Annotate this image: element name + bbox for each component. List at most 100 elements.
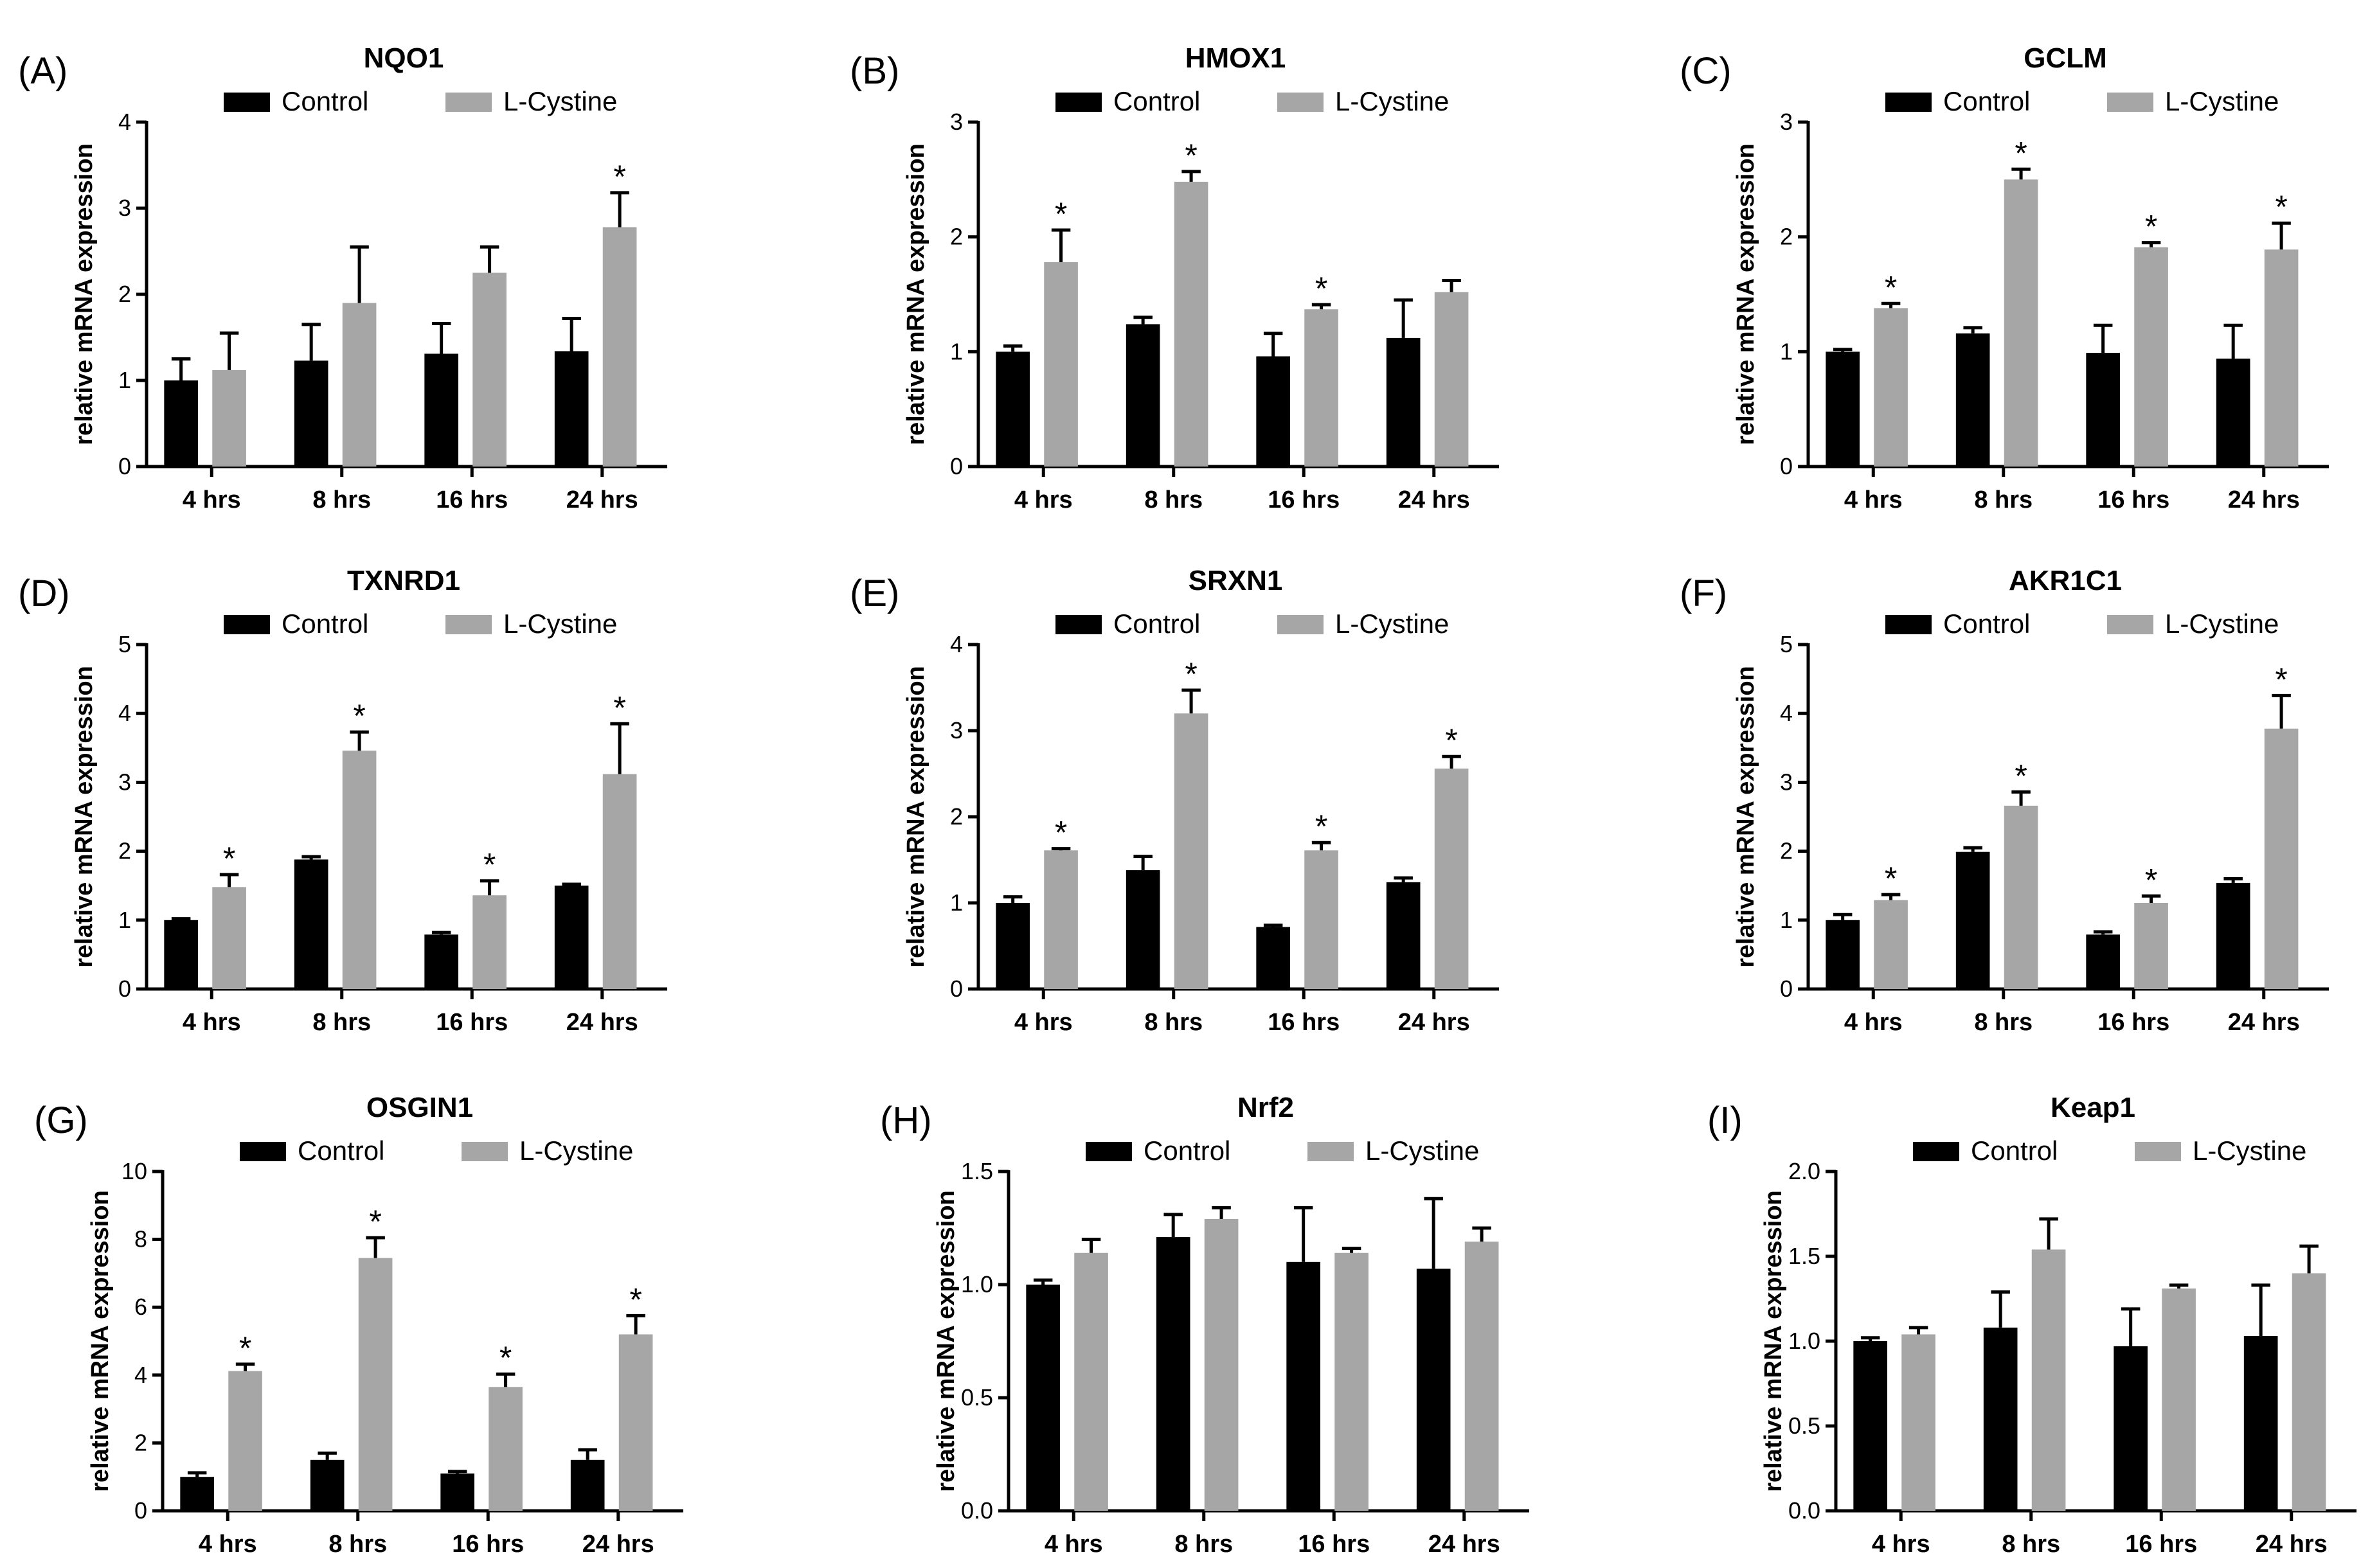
y-tick-label: 2	[1780, 224, 1793, 250]
x-tick-label: 4 hrs	[1014, 1009, 1073, 1036]
x-tick-label: 16 hrs	[1298, 1531, 1370, 1558]
y-tick-label: 1	[950, 338, 963, 364]
legend-swatch-control	[224, 93, 270, 112]
bar-lcystine-4-hrs	[212, 370, 246, 467]
x-tick-label: 8 hrs	[1144, 1009, 1203, 1036]
legend-label-control: Control	[282, 86, 368, 116]
y-tick-label: 0.0	[1788, 1497, 1820, 1524]
chart-title: HMOX1	[1185, 42, 1286, 74]
panel-nqo1: (A) NQO1 Control L-Cystine relative mRNA exp…	[18, 42, 667, 513]
bar-lcystine-8-hrs	[358, 1258, 393, 1511]
bar-lcystine-8-hrs	[1174, 713, 1208, 989]
bar-lcystine-24-hrs	[1434, 768, 1469, 989]
legend-label-control: Control	[1113, 609, 1200, 639]
bar-control-16-hrs	[2086, 353, 2120, 467]
bar-control-8-hrs	[1156, 1237, 1190, 1511]
bar-control-8-hrs	[294, 361, 328, 467]
panel-akr1c1: (F) AKR1C1 Control L-Cystine relative mRNA e…	[1680, 565, 2329, 1036]
bar-lcystine-8-hrs	[2031, 1249, 2066, 1511]
bar-lcystine-4-hrs	[1074, 1252, 1108, 1511]
y-tick-label: 2	[134, 1429, 147, 1456]
bar-lcystine-4-hrs	[1901, 1334, 1935, 1511]
y-tick-label: 1.5	[1788, 1243, 1820, 1269]
x-tick-label: 8 hrs	[1974, 1009, 2033, 1036]
significance-marker: *	[613, 159, 625, 195]
chart-title: TXNRD1	[347, 565, 460, 596]
legend-label-lcystine: L-Cystine	[1365, 1136, 1479, 1166]
legend-label-lcystine: L-Cystine	[503, 86, 617, 116]
bar-lcystine-16-hrs	[1304, 309, 1338, 467]
chart-title: NQO1	[364, 42, 444, 74]
significance-marker: *	[2015, 135, 2027, 171]
y-tick-label: 8	[134, 1226, 147, 1252]
bar-control-16-hrs	[1256, 927, 1290, 989]
y-axis-label: relative mRNA expression	[71, 143, 98, 445]
y-tick-label: 4	[118, 700, 131, 726]
bar-lcystine-24-hrs	[2264, 728, 2299, 989]
significance-marker: *	[499, 1340, 512, 1376]
y-tick-label: 1	[118, 907, 131, 933]
bar-lcystine-4-hrs	[1044, 262, 1078, 467]
legend-swatch-control	[1885, 93, 1932, 112]
x-tick-label: 4 hrs	[1872, 1531, 1930, 1558]
panel-letter: (E)	[850, 573, 899, 614]
bar-control-4-hrs	[1826, 352, 1860, 467]
chart-title: Nrf2	[1237, 1092, 1294, 1123]
panel-letter: (A)	[18, 50, 67, 92]
legend-swatch-lcystine	[445, 93, 492, 112]
bar-lcystine-4-hrs	[1874, 308, 1908, 467]
bar-lcystine-24-hrs	[602, 774, 637, 989]
bar-control-24-hrs	[1386, 337, 1421, 467]
panel-hmox1: (B) HMOX1 Control L-Cystine relative mRNA ex…	[850, 42, 1499, 513]
x-tick-label: 8 hrs	[328, 1531, 387, 1558]
bar-control-24-hrs	[1416, 1269, 1451, 1511]
y-axis-label: relative mRNA expression	[902, 666, 929, 968]
bar-control-4-hrs	[164, 380, 198, 467]
y-axis-label: relative mRNA expression	[87, 1190, 114, 1492]
x-tick-label: 16 hrs	[2097, 486, 2169, 513]
y-tick-label: 1	[118, 367, 131, 393]
bar-lcystine-8-hrs	[1204, 1218, 1239, 1511]
x-tick-label: 16 hrs	[2097, 1009, 2169, 1036]
legend-swatch-control	[1055, 93, 1102, 112]
legend-swatch-lcystine	[1307, 1142, 1354, 1161]
bar-lcystine-16-hrs	[472, 895, 507, 989]
panel-keap1: (I) Keap1 Control L-Cystine relative mRNA ex…	[1707, 1092, 2357, 1558]
y-tick-label: 1.0	[1788, 1328, 1820, 1354]
legend-label-control: Control	[1144, 1136, 1230, 1166]
legend-swatch-lcystine	[445, 615, 492, 634]
chart-title: AKR1C1	[2009, 565, 2122, 596]
legend-swatch-control	[1885, 615, 1932, 634]
x-tick-label: 8 hrs	[2002, 1531, 2060, 1558]
legend-label-lcystine: L-Cystine	[2165, 86, 2279, 116]
bar-control-24-hrs	[2243, 1336, 2278, 1511]
panel-letter: (F)	[1680, 573, 1727, 614]
legend-label-lcystine: L-Cystine	[1335, 609, 1449, 639]
bar-lcystine-4-hrs	[212, 887, 246, 989]
panel-letter: (B)	[850, 50, 899, 92]
bar-lcystine-24-hrs	[1434, 292, 1469, 467]
y-axis-label: relative mRNA expression	[902, 143, 929, 445]
x-tick-label: 24 hrs	[2228, 486, 2300, 513]
panel-srxn1: (E) SRXN1 Control L-Cystine relative mRNA ex…	[850, 565, 1499, 1036]
significance-marker: *	[2275, 189, 2287, 225]
y-tick-label: 0	[134, 1497, 147, 1524]
significance-marker: *	[1185, 138, 1197, 174]
y-tick-label: 0	[950, 453, 963, 479]
x-tick-label: 24 hrs	[2228, 1009, 2300, 1036]
legend-swatch-control	[1913, 1142, 1959, 1161]
significance-marker: *	[1055, 815, 1067, 851]
bar-lcystine-4-hrs	[1874, 900, 1908, 989]
x-tick-label: 16 hrs	[436, 1009, 508, 1036]
significance-marker: *	[1315, 808, 1327, 844]
y-tick-label: 4	[118, 109, 131, 135]
x-tick-label: 4 hrs	[1844, 486, 1903, 513]
x-tick-label: 24 hrs	[1428, 1531, 1500, 1558]
legend-swatch-control	[1055, 615, 1102, 634]
bar-lcystine-16-hrs	[1304, 850, 1338, 989]
x-tick-label: 4 hrs	[183, 1009, 241, 1036]
legend-swatch-lcystine	[2107, 615, 2153, 634]
bar-lcystine-8-hrs	[342, 303, 377, 467]
bar-lcystine-16-hrs	[2162, 1288, 2196, 1511]
bar-lcystine-4-hrs	[1044, 850, 1078, 989]
